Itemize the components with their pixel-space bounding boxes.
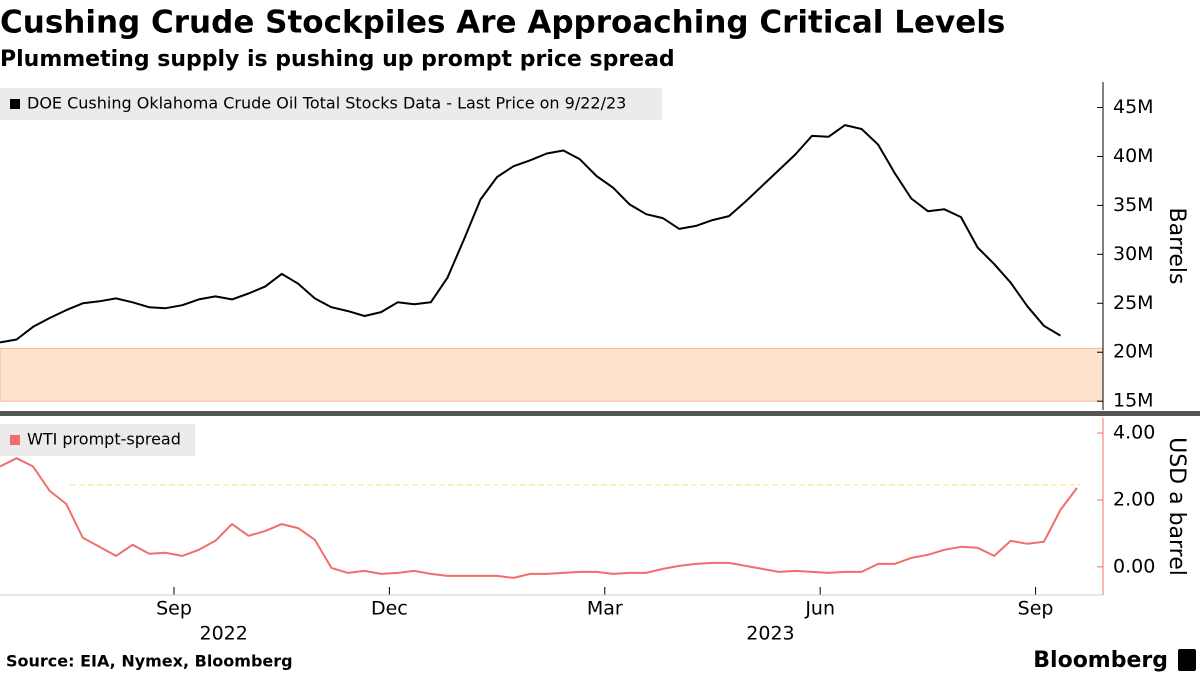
legend-label: WTI prompt-spread [27,430,181,449]
y-tick-label: 25M [1113,292,1154,314]
y-tick-label: 2.00 [1113,488,1155,510]
x-tick-label: Sep [1018,598,1054,620]
x-tick-label: Mar [587,598,623,620]
line-series [0,457,1078,579]
legend-swatch [10,435,20,445]
y-tick-label: 40M [1113,145,1154,167]
panel-divider [0,411,1200,416]
brand: Bloomberg [1033,648,1168,673]
source: Source: EIA, Nymex, Bloomberg [6,652,293,671]
legend-box [0,424,195,456]
y-tick-label: 35M [1113,194,1154,216]
y-tick-label: 20M [1113,341,1154,363]
y-axis-title: Barrels [1164,208,1189,285]
y-tick-label: 15M [1113,390,1154,412]
y-tick-label: 45M [1113,96,1154,118]
x-tick-label: Jun [804,598,835,620]
x-year-label: 2023 [746,623,794,645]
y-tick-label: 30M [1113,243,1154,265]
legend-box [0,88,662,120]
x-tick-label: Sep [156,598,192,620]
legend-label: DOE Cushing Oklahoma Crude Oil Total Sto… [27,94,626,113]
line-series [0,124,1061,344]
legend-swatch [10,99,20,109]
chart-title: Cushing Crude Stockpiles Are Approaching… [0,5,1005,41]
chart-subtitle: Plummeting supply is pushing up prompt p… [0,47,675,72]
y-axis-title: USD a barrel [1164,437,1189,576]
band [0,347,1104,402]
x-year-label: 2022 [200,623,248,645]
y-tick-label: 4.00 [1113,422,1155,444]
x-tick-label: Dec [371,598,408,620]
brand-icon [1178,649,1196,671]
y-tick-label: 0.00 [1113,555,1155,577]
